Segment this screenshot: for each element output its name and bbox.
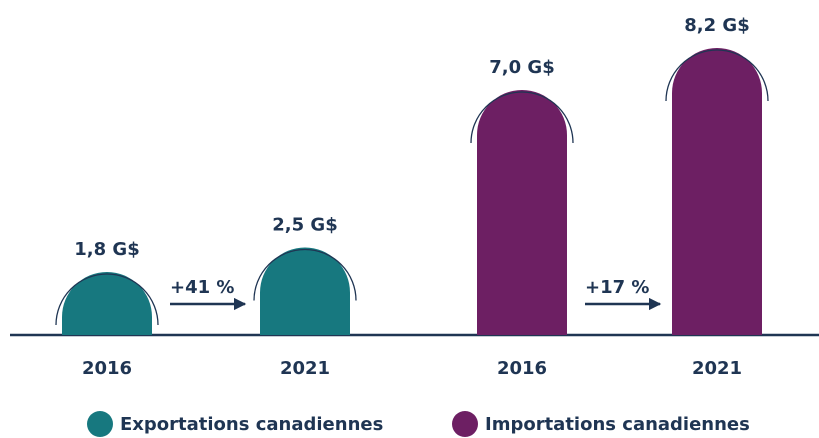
value-label: 7,0 G$ — [489, 57, 554, 78]
change-label: +41 % — [170, 277, 234, 298]
bar — [62, 272, 152, 335]
x-tick-label: 2021 — [692, 358, 742, 379]
legend-swatch — [87, 411, 113, 437]
legend-label: Exportations canadiennes — [120, 414, 383, 435]
legend-label: Importations canadiennes — [485, 414, 750, 435]
change-label: +17 % — [585, 277, 649, 298]
x-tick-label: 2016 — [497, 358, 547, 379]
bar-arc — [55, 273, 159, 326]
bar — [477, 90, 567, 335]
value-label: 8,2 G$ — [684, 15, 749, 36]
bar-arc — [253, 248, 357, 301]
value-label: 2,5 G$ — [272, 215, 337, 236]
x-tick-label: 2016 — [82, 358, 132, 379]
value-label: 1,8 G$ — [74, 239, 139, 260]
bar-arc — [470, 91, 574, 144]
bar — [260, 247, 350, 335]
bar — [672, 48, 762, 335]
x-tick-label: 2021 — [280, 358, 330, 379]
legend-swatch — [452, 411, 478, 437]
bar-arc — [665, 49, 769, 102]
